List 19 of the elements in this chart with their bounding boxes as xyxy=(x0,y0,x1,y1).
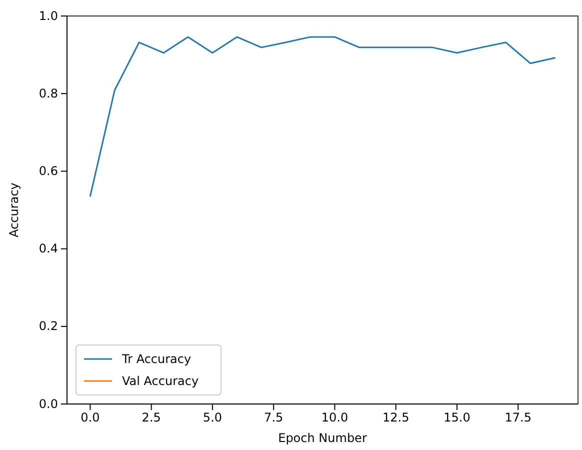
legend-label: Tr Accuracy xyxy=(121,352,192,366)
y-tick-label: 0.2 xyxy=(38,319,58,334)
y-tick-label: 1.0 xyxy=(38,8,58,23)
y-tick-label: 0.4 xyxy=(38,242,58,256)
x-tick-label: 0.0 xyxy=(80,410,100,425)
x-axis-title: Epoch Number xyxy=(278,431,367,445)
y-tick-label: 0.0 xyxy=(38,396,58,411)
x-tick-label: 10.0 xyxy=(321,410,348,425)
y-axis-title: Accuracy xyxy=(7,182,21,238)
x-tick-label: 5.0 xyxy=(202,410,222,425)
x-tick-label: 12.5 xyxy=(382,410,410,425)
x-tick-label: 7.5 xyxy=(264,410,284,425)
y-tick-label: 0.6 xyxy=(38,164,58,178)
legend-label: Val Accuracy xyxy=(122,374,199,388)
x-tick-label: 17.5 xyxy=(504,410,532,425)
line-series xyxy=(89,36,556,197)
x-tick-label: 2.5 xyxy=(142,410,161,425)
y-tick-label: 0.8 xyxy=(38,86,58,100)
x-tick-label: 15.0 xyxy=(444,410,470,425)
